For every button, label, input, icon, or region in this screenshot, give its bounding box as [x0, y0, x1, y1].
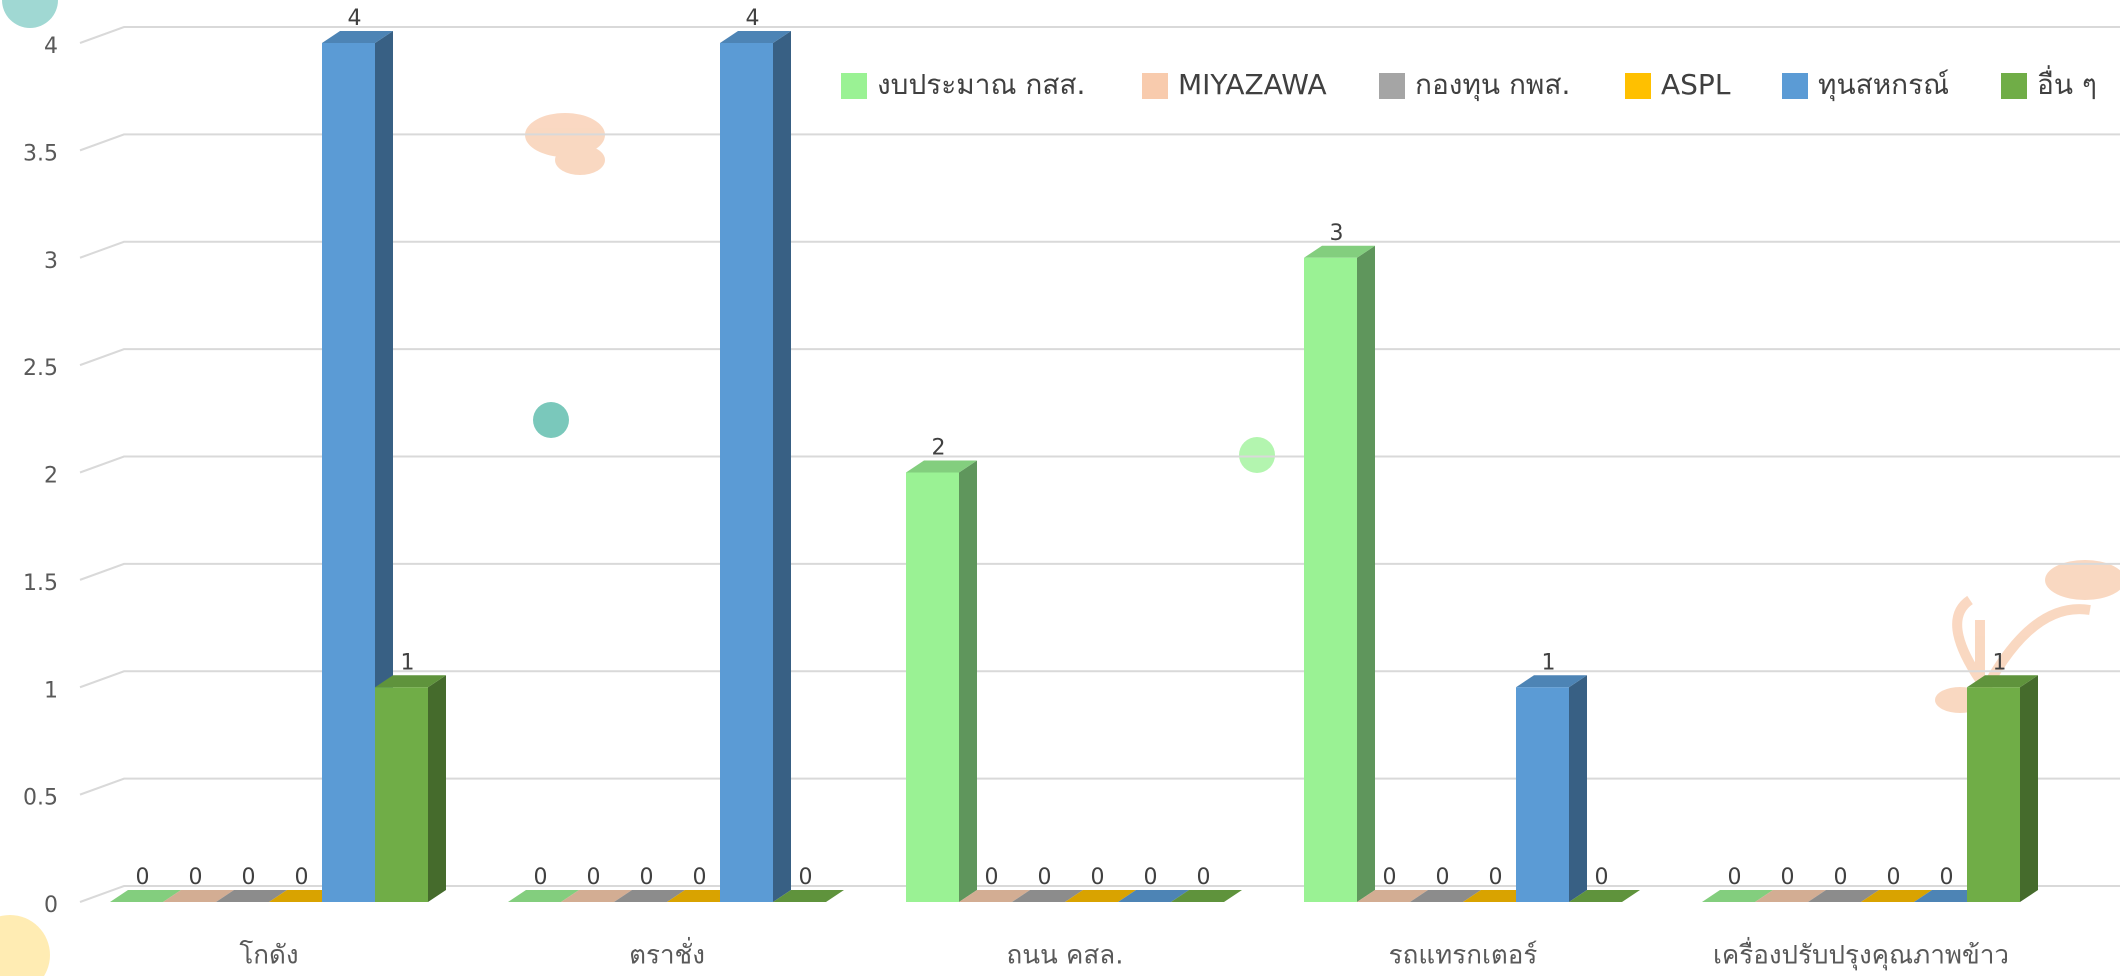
data-label: 1 — [1993, 650, 2007, 675]
y-tick-label: 1.5 — [23, 571, 58, 596]
data-label: 0 — [1834, 865, 1848, 890]
legend-label: ทุนสหกรณ์ — [1818, 68, 1949, 102]
bar-side — [1569, 675, 1587, 902]
data-label: 0 — [1436, 865, 1450, 890]
bar-front — [720, 43, 773, 902]
legend-swatch — [841, 73, 867, 99]
y-tick-label: 2 — [44, 464, 58, 489]
data-label: 0 — [534, 865, 548, 890]
legend-label: กองทุน กพส. — [1415, 68, 1570, 102]
bar-front — [1516, 687, 1569, 902]
bar — [1967, 675, 2038, 902]
x-tick-label: ถนน คสล. — [1006, 941, 1123, 971]
decorations — [0, 0, 2120, 976]
data-label: 0 — [1038, 865, 1052, 890]
x-tick-label: รถแทรกเตอร์ — [1389, 941, 1538, 971]
data-label: 0 — [1887, 865, 1901, 890]
data-label: 0 — [136, 865, 150, 890]
y-tick-label: 0.5 — [23, 786, 58, 811]
flower — [1239, 437, 1275, 473]
bar-side — [428, 675, 446, 902]
data-label: 2 — [932, 436, 946, 461]
flower — [533, 402, 569, 438]
bar-front — [1304, 258, 1357, 902]
legend-swatch — [1379, 73, 1405, 99]
bar — [906, 461, 977, 903]
data-label: 0 — [1728, 865, 1742, 890]
data-label: 0 — [1595, 865, 1609, 890]
data-label: 0 — [1383, 865, 1397, 890]
data-label: 0 — [799, 865, 813, 890]
data-label: 0 — [1781, 865, 1795, 890]
legend-swatch — [1625, 73, 1651, 99]
legend-label: MIYAZAWA — [1178, 68, 1327, 101]
data-label: 0 — [295, 865, 309, 890]
legend-label: ASPL — [1661, 68, 1731, 101]
x-tick-label: ตราชั่ง — [629, 937, 705, 971]
bar — [1304, 246, 1375, 902]
y-tick-label: 2.5 — [23, 356, 58, 381]
data-label: 0 — [985, 865, 999, 890]
y-tick-label: 3 — [44, 249, 58, 274]
y-tick-label: 4 — [44, 34, 58, 59]
flower — [2, 0, 58, 28]
flower — [0, 915, 50, 976]
data-label: 0 — [693, 865, 707, 890]
bar-side — [773, 31, 791, 902]
bar-front — [322, 43, 375, 902]
bar-side — [1357, 246, 1375, 902]
bar — [720, 31, 791, 902]
x-tick-label: โกดัง — [239, 940, 298, 971]
data-label: 1 — [401, 650, 415, 675]
bar-front — [375, 687, 428, 902]
x-tick-label: เครื่องปรับปรุงคุณภาพข้าว — [1713, 937, 2009, 971]
data-label: 4 — [348, 6, 362, 31]
chart: 0 0.5 1 1.5 2 2.5 3 3.5 4 โกดัง 0 0 0 0 4 1 ตราชั่ง 0 0 0 0 4… — [0, 0, 2120, 976]
data-label: 0 — [242, 865, 256, 890]
legend-swatch — [1782, 73, 1808, 99]
data-label: 1 — [1542, 650, 1556, 675]
bar-front — [906, 473, 959, 903]
butterfly — [555, 145, 605, 175]
bar-front — [1967, 687, 2020, 902]
data-label: 0 — [1197, 865, 1211, 890]
data-label: 0 — [1091, 865, 1105, 890]
legend-label: งบประมาณ กสส. — [877, 68, 1085, 101]
data-label: 0 — [1940, 865, 1954, 890]
bar-side — [2020, 675, 2038, 902]
y-tick-label: 0 — [44, 893, 58, 918]
y-tick-label: 3.5 — [23, 141, 58, 166]
bar-side — [959, 461, 977, 903]
data-label: 0 — [189, 865, 203, 890]
data-label: 0 — [640, 865, 654, 890]
data-label: 3 — [1330, 221, 1344, 246]
legend-label: อื่น ๆ — [2037, 65, 2097, 101]
bar — [375, 675, 446, 902]
data-label: 4 — [746, 6, 760, 31]
data-label: 0 — [1144, 865, 1158, 890]
bar — [1516, 675, 1587, 902]
legend-swatch — [2001, 73, 2027, 99]
data-label: 0 — [1489, 865, 1503, 890]
leaf — [2045, 560, 2120, 600]
data-label: 0 — [587, 865, 601, 890]
legend-swatch — [1142, 73, 1168, 99]
y-tick-label: 1 — [44, 678, 58, 703]
